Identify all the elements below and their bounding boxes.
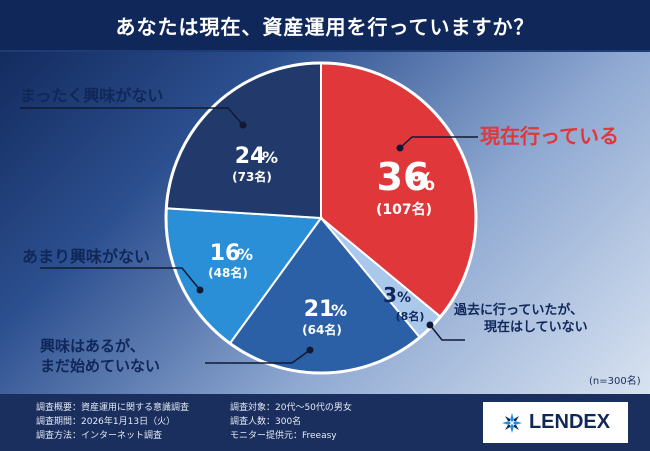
footer-info-right: 調査対象：20代～50代の男女 調査人数：300名 モニター提供元：Freeas… — [230, 401, 352, 443]
data-label-percent: 16 — [210, 241, 241, 266]
leader-dot — [426, 321, 434, 329]
data-label-count: (107名) — [376, 201, 432, 218]
data-label-percent: 24 — [235, 144, 266, 169]
footer-monitor-provider: モニター提供元：Freeasy — [230, 431, 337, 441]
callout-interested-line1: 興味はあるが、 — [40, 337, 145, 355]
leader-line-not-very — [40, 267, 201, 291]
data-label-percent: 36 — [377, 155, 430, 199]
leader-lines — [20, 107, 478, 364]
data-label-percent: 3 — [383, 283, 397, 307]
callout-past-line1: 過去に行っていたが、 — [453, 302, 583, 318]
lendex-logo: LENDEX — [483, 402, 628, 443]
pie-slice-4 — [165, 61, 322, 220]
callout-past-line2: 現在はしていない — [484, 319, 588, 335]
data-label-count: (8名) — [396, 309, 425, 323]
callout-not-at-all: まったく興味がない — [20, 86, 163, 105]
lendex-logo-icon — [501, 412, 522, 433]
data-label-count: (73名) — [232, 169, 272, 184]
data-label-percent-sign: % — [411, 168, 435, 196]
leader-dot — [396, 144, 404, 152]
leader-line-past — [429, 324, 465, 341]
data-label-percent-sign: % — [262, 148, 278, 167]
data-label-count: (64名) — [302, 322, 342, 337]
leader-dot — [196, 286, 204, 294]
data-label-percent-sign: % — [331, 301, 347, 320]
pie-outline — [164, 61, 478, 375]
page-title: あなたは現在、資産運用を行っていますか？ — [115, 14, 535, 39]
data-label-percent-sign: % — [237, 245, 253, 264]
callout-interested-line2: まだ始めていない — [40, 357, 160, 375]
callout-current: 現在行っている — [480, 124, 619, 148]
footer-survey-overview: 調査概要：資産運用に関する意識調査 — [36, 403, 190, 413]
footer-survey-period: 調査期間：2026年1月13日（火） — [36, 417, 176, 427]
callout-not-very: あまり興味がない — [22, 247, 150, 266]
footer-info-left: 調査概要：資産運用に関する意識調査 調査期間：2026年1月13日（火） 調査方… — [36, 401, 189, 443]
data-label-percent-sign: % — [397, 290, 411, 306]
leader-dot — [239, 121, 247, 129]
footer-survey-target: 調査対象：20代～50代の男女 — [230, 403, 352, 413]
leader-line-interested — [205, 349, 311, 364]
header-bar: あなたは現在、資産運用を行っていますか？ — [0, 0, 650, 52]
data-label-percent: 21 — [304, 297, 335, 322]
leader-dot — [306, 346, 314, 354]
logo-text: LENDEX — [528, 411, 611, 433]
footer-survey-method: 調査方法：インターネット調査 — [36, 431, 163, 441]
leader-dots — [196, 121, 434, 354]
leader-line-current — [399, 136, 478, 149]
sample-size-note: (n=300名) — [589, 376, 641, 387]
leader-line-not-at-all — [20, 107, 244, 126]
data-label-count: (48名) — [208, 265, 248, 280]
footer-survey-count: 調査人数：300名 — [230, 417, 302, 427]
